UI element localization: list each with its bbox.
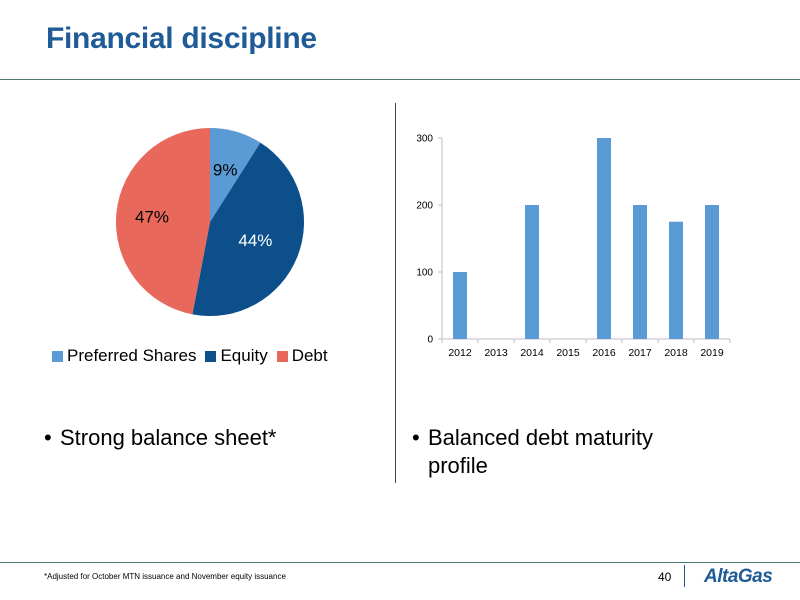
capital-structure-pie-chart: 9% 44% 47% <box>115 128 305 317</box>
bar-2012 <box>453 272 467 339</box>
pie-slice-debt <box>115 128 210 315</box>
altagas-logo: AltaGas <box>704 566 773 587</box>
bar-2014 <box>525 205 539 339</box>
title-divider <box>0 79 800 80</box>
footnote: *Adjusted for October MTN issuance and N… <box>44 572 286 581</box>
x-tick-label-2016: 2016 <box>592 347 616 359</box>
legend-item-equity: Equity <box>205 346 268 366</box>
left-bullet-text: Strong balance sheet* <box>60 425 277 450</box>
page-number: 40 <box>658 570 672 584</box>
pie-slice-equity <box>192 142 305 317</box>
legend-label-debt: Debt <box>291 346 328 365</box>
column-divider <box>395 103 396 483</box>
legend-swatch-equity <box>205 350 217 362</box>
left-bullet: • Strong balance sheet* <box>44 424 277 452</box>
right-bullet-text-line1: Balanced debt maturity <box>428 425 654 450</box>
legend-swatch-debt <box>276 350 288 362</box>
footer-logo-divider <box>684 565 685 587</box>
page-title: Financial discipline <box>46 22 317 55</box>
bullet-dot: • <box>412 425 420 450</box>
pie-legend: Preferred Shares Equity Debt <box>52 346 337 366</box>
y-tick-label: 200 <box>416 201 433 212</box>
x-tick-label-2012: 2012 <box>448 347 472 359</box>
y-tick-label: 100 <box>416 268 433 279</box>
pie-slice-preferred-shares <box>210 128 261 222</box>
bar-2017 <box>633 205 647 339</box>
x-tick-label-2017: 2017 <box>628 347 652 359</box>
footer-divider-line <box>0 562 800 563</box>
bullet-dot: • <box>44 425 52 450</box>
bar-2019 <box>705 205 719 339</box>
x-tick-label-2014: 2014 <box>520 347 544 359</box>
debt-maturity-bar-chart: 0 100 200 300 2012 2013 2014 2015 2016 2017 2018 20… <box>416 134 731 359</box>
legend-label-preferred-shares: Preferred Shares <box>67 346 197 365</box>
bar-2016 <box>597 138 611 339</box>
y-tick-label: 0 <box>427 335 433 346</box>
legend-swatch-preferred-shares <box>52 350 63 362</box>
pie-label-debt: 47% <box>135 208 169 227</box>
legend-item-preferred-shares: Preferred Shares <box>52 346 196 366</box>
y-tick-label: 300 <box>416 134 433 145</box>
x-tick-label-2013: 2013 <box>484 347 508 359</box>
pie-label-equity: 44% <box>238 231 272 250</box>
right-bullet: • Balanced debt maturity profile <box>412 424 732 480</box>
right-bullet-text-line2: profile <box>428 453 488 478</box>
legend-label-equity: Equity <box>220 346 268 365</box>
x-tick-label-2015: 2015 <box>556 347 580 359</box>
x-tick-label-2019: 2019 <box>700 347 724 359</box>
x-tick-label-2018: 2018 <box>664 347 688 359</box>
pie-label-preferred-shares: 9% <box>213 161 238 180</box>
bar-2018 <box>669 221 683 339</box>
legend-item-debt: Debt <box>276 346 328 366</box>
